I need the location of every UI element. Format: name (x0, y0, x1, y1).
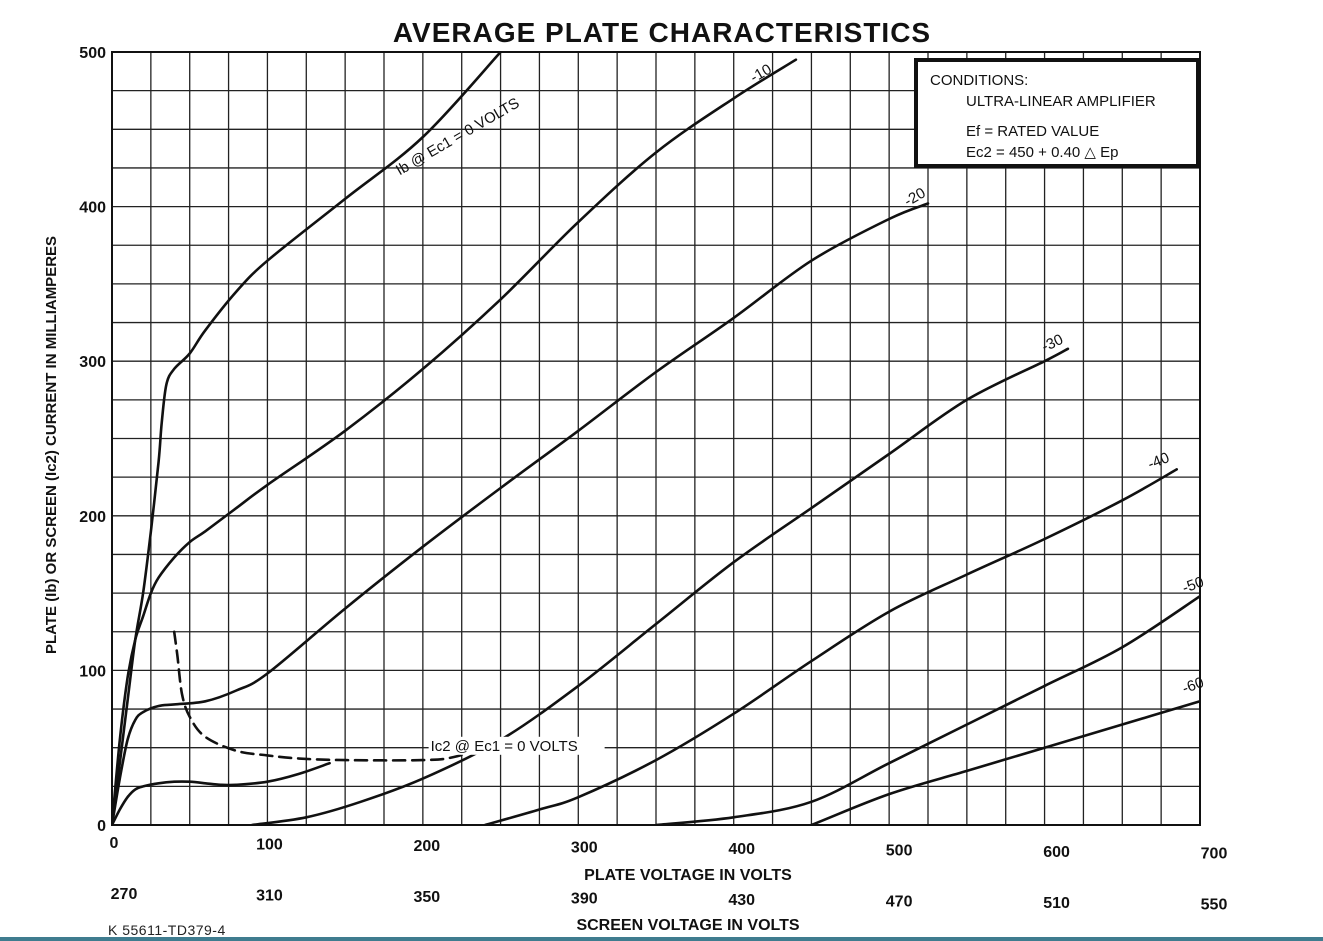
series-curve-7 (112, 761, 331, 825)
x-tick-label: 500 (886, 843, 913, 860)
y-tick-label: 400 (79, 200, 106, 217)
conditions-line-2: Ef = RATED VALUE (966, 123, 1100, 140)
series-label: -10 (747, 61, 774, 87)
series-label: -40 (1145, 449, 1171, 473)
y-tick-label: 200 (79, 509, 106, 526)
x2-tick-label: 510 (1043, 895, 1070, 912)
series-curve-2 (112, 202, 930, 825)
x-tick-label: 600 (1043, 844, 1070, 861)
series-label: -50 (1180, 573, 1206, 596)
x-axis-label: PLATE VOLTAGE IN VOLTS (584, 867, 792, 884)
conditions-line-1: ULTRA-LINEAR AMPLIFIER (966, 93, 1156, 110)
series-label: Ic2 @ Ec1 = 0 VOLTS (431, 738, 578, 755)
x2-tick-label: 430 (728, 892, 755, 909)
x2-tick-label: 390 (571, 891, 598, 908)
y-tick-label: 100 (79, 663, 106, 680)
x2-tick-label: 310 (256, 888, 283, 905)
x-tick-label: 100 (256, 837, 283, 854)
series-curve-5 (654, 594, 1200, 825)
series-label: -60 (1180, 674, 1206, 697)
x-tick-label: 200 (414, 838, 441, 855)
x-tick-label: 700 (1201, 846, 1228, 863)
series-curve-1 (112, 58, 798, 825)
series-curve-3 (250, 347, 1070, 825)
figure-code: K 55611-TD379-4 (108, 922, 226, 938)
x-tick-label: 400 (728, 841, 755, 858)
x-tick-label: 300 (571, 840, 598, 857)
x2-tick-label: 350 (414, 889, 441, 906)
conditions-heading: CONDITIONS: (930, 72, 1029, 89)
grid (111, 51, 1201, 826)
x2-tick-label: 270 (111, 886, 138, 903)
bottom-rule (0, 937, 1323, 941)
tick-labels: 0 100 200 300 400 500 600 700 270 310 350 390 430 470… (79, 45, 1227, 914)
x2-tick-label: 550 (1201, 897, 1228, 914)
x-tick-label: 0 (110, 835, 119, 852)
x2-tick-label: 470 (886, 894, 913, 911)
y-tick-label: 300 (79, 354, 106, 371)
conditions-box: CONDITIONS: ULTRA-LINEAR AMPLIFIER Ef = … (914, 58, 1200, 168)
y-tick-label: 0 (97, 818, 106, 835)
series-curve-6 (807, 700, 1200, 825)
series-curve-4 (483, 468, 1178, 825)
conditions-line-3: Ec2 = 450 + 0.40 △ Ep (966, 144, 1119, 161)
series-curve-8 (172, 630, 502, 762)
curves (112, 52, 1200, 825)
series-label-bg (428, 736, 605, 755)
y-axis-label: PLATE (Ib) OR SCREEN (Ic2) CURRENT IN MI… (43, 236, 60, 654)
x2-axis-label: SCREEN VOLTAGE IN VOLTS (576, 917, 799, 934)
y-tick-label: 500 (79, 45, 106, 62)
series-label: Ib @ Ec1 = 0 VOLTS (393, 95, 522, 180)
chart-title: AVERAGE PLATE CHARACTERISTICS (393, 17, 931, 48)
